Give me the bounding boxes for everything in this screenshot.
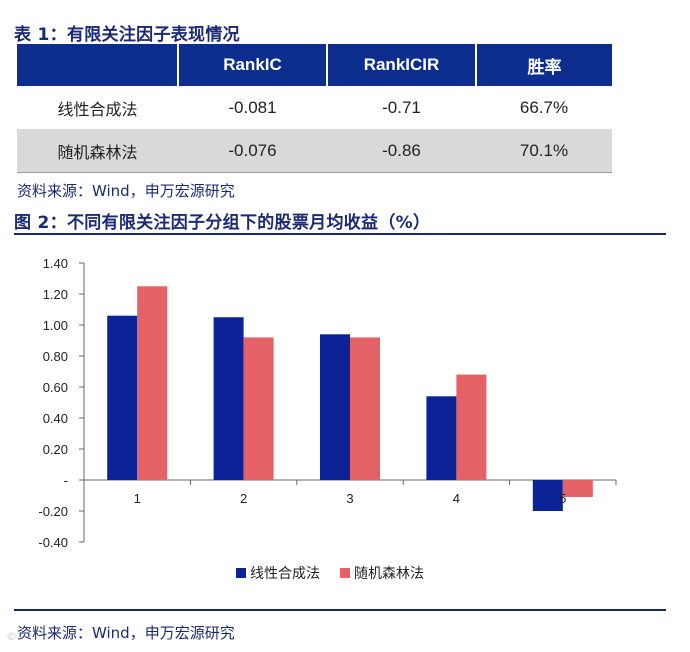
y-tick-label: -0.20: [38, 504, 68, 519]
cell-winrate: 70.1%: [476, 129, 612, 173]
cell-rankic: -0.081: [178, 86, 327, 129]
chart-title: 图 2：不同有限关注因子分组下的股票月均收益（%）: [14, 213, 431, 233]
bar-series-2: [456, 374, 487, 480]
cell-winrate: 66.7%: [476, 86, 612, 129]
y-tick-label: 1.00: [43, 318, 68, 333]
bar-series-1: [426, 396, 457, 480]
table-row: 随机森林法 -0.076 -0.86 70.1%: [17, 129, 612, 173]
y-tick-label: 1.20: [43, 287, 68, 302]
bar-chart: 1.40 1.20 1.00 0.80 0.60 0.40 0.20 - -0.20 -0.40 1…: [38, 256, 617, 581]
cell-rankicir: -0.86: [327, 129, 476, 173]
bar-series-2: [562, 480, 593, 498]
bar-series-1: [532, 480, 563, 511]
bar-series-2: [350, 337, 380, 480]
y-tick-label: 0.80: [43, 349, 68, 364]
cell-rankicir: -0.71: [327, 86, 476, 129]
chart-source: 资料来源：Wind，申万宏源研究: [17, 624, 235, 642]
bar-series-2: [243, 337, 274, 480]
y-tick-label: -0.40: [38, 535, 68, 550]
table-source: 资料来源：Wind，申万宏源研究: [17, 182, 235, 200]
y-tick-label: 1.40: [43, 256, 68, 271]
table-header-row: RankIC RankICIR 胜率: [17, 44, 612, 86]
cell-rankic: -0.076: [178, 129, 327, 173]
header-empty: [17, 44, 179, 86]
x-tick-label: 1: [134, 491, 141, 506]
bar-series-1: [213, 317, 244, 480]
y-tick-label: 0.40: [43, 411, 68, 426]
y-tick-label: 0.60: [43, 380, 68, 395]
title-underline: [14, 233, 666, 235]
legend-swatch: [340, 568, 350, 578]
bar-series-1: [107, 315, 138, 480]
x-tick-label: 4: [453, 491, 460, 506]
factor-performance-table: RankIC RankICIR 胜率 线性合成法 -0.081 -0.71 66…: [17, 44, 612, 173]
legend-label: 随机森林法: [354, 565, 424, 581]
header-rankicir: RankICIR: [327, 44, 477, 86]
watermark: ©: [6, 630, 17, 643]
legend-label: 线性合成法: [250, 565, 320, 581]
header-winrate: 胜率: [476, 44, 612, 86]
x-tick-label: 5: [559, 491, 566, 506]
header-rankic: RankIC: [178, 44, 328, 86]
x-tick-label: 3: [346, 491, 353, 506]
table-title: 表 1：有限关注因子表现情况: [14, 25, 240, 45]
legend-swatch: [236, 568, 246, 578]
x-tick-label: 2: [240, 491, 247, 506]
table-row: 线性合成法 -0.081 -0.71 66.7%: [17, 86, 612, 129]
bar-series-1: [320, 334, 350, 480]
chart-bottom-rule: [14, 609, 666, 611]
bar-series-2: [137, 286, 168, 480]
row-label: 线性合成法: [17, 86, 178, 129]
y-tick-label: 0.20: [43, 442, 68, 457]
row-label: 随机森林法: [17, 129, 178, 173]
y-tick-label: -: [64, 473, 68, 488]
